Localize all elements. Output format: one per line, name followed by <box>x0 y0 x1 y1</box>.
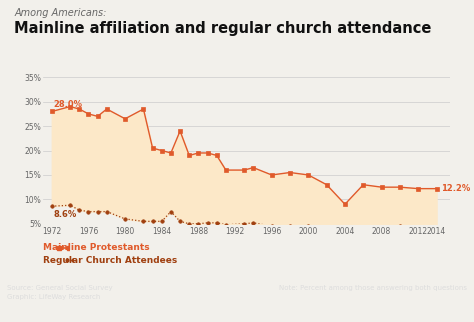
Text: Mainline Protestants: Mainline Protestants <box>43 243 149 252</box>
Text: Mainline affiliation and regular church attendance: Mainline affiliation and regular church … <box>14 21 432 36</box>
Text: 12.2%: 12.2% <box>441 184 470 193</box>
Text: Regular Church Attendees: Regular Church Attendees <box>43 256 177 265</box>
Text: 3.6%: 3.6% <box>0 321 1 322</box>
Text: 28.0%: 28.0% <box>53 100 82 109</box>
Text: 8.6%: 8.6% <box>53 210 76 219</box>
Text: Note: Percent among those answering both questions: Note: Percent among those answering both… <box>279 285 467 291</box>
Text: Source: General Social Survey
Graphic: LifeWay Research: Source: General Social Survey Graphic: L… <box>7 285 113 299</box>
Text: Among Americans:: Among Americans: <box>14 8 107 18</box>
